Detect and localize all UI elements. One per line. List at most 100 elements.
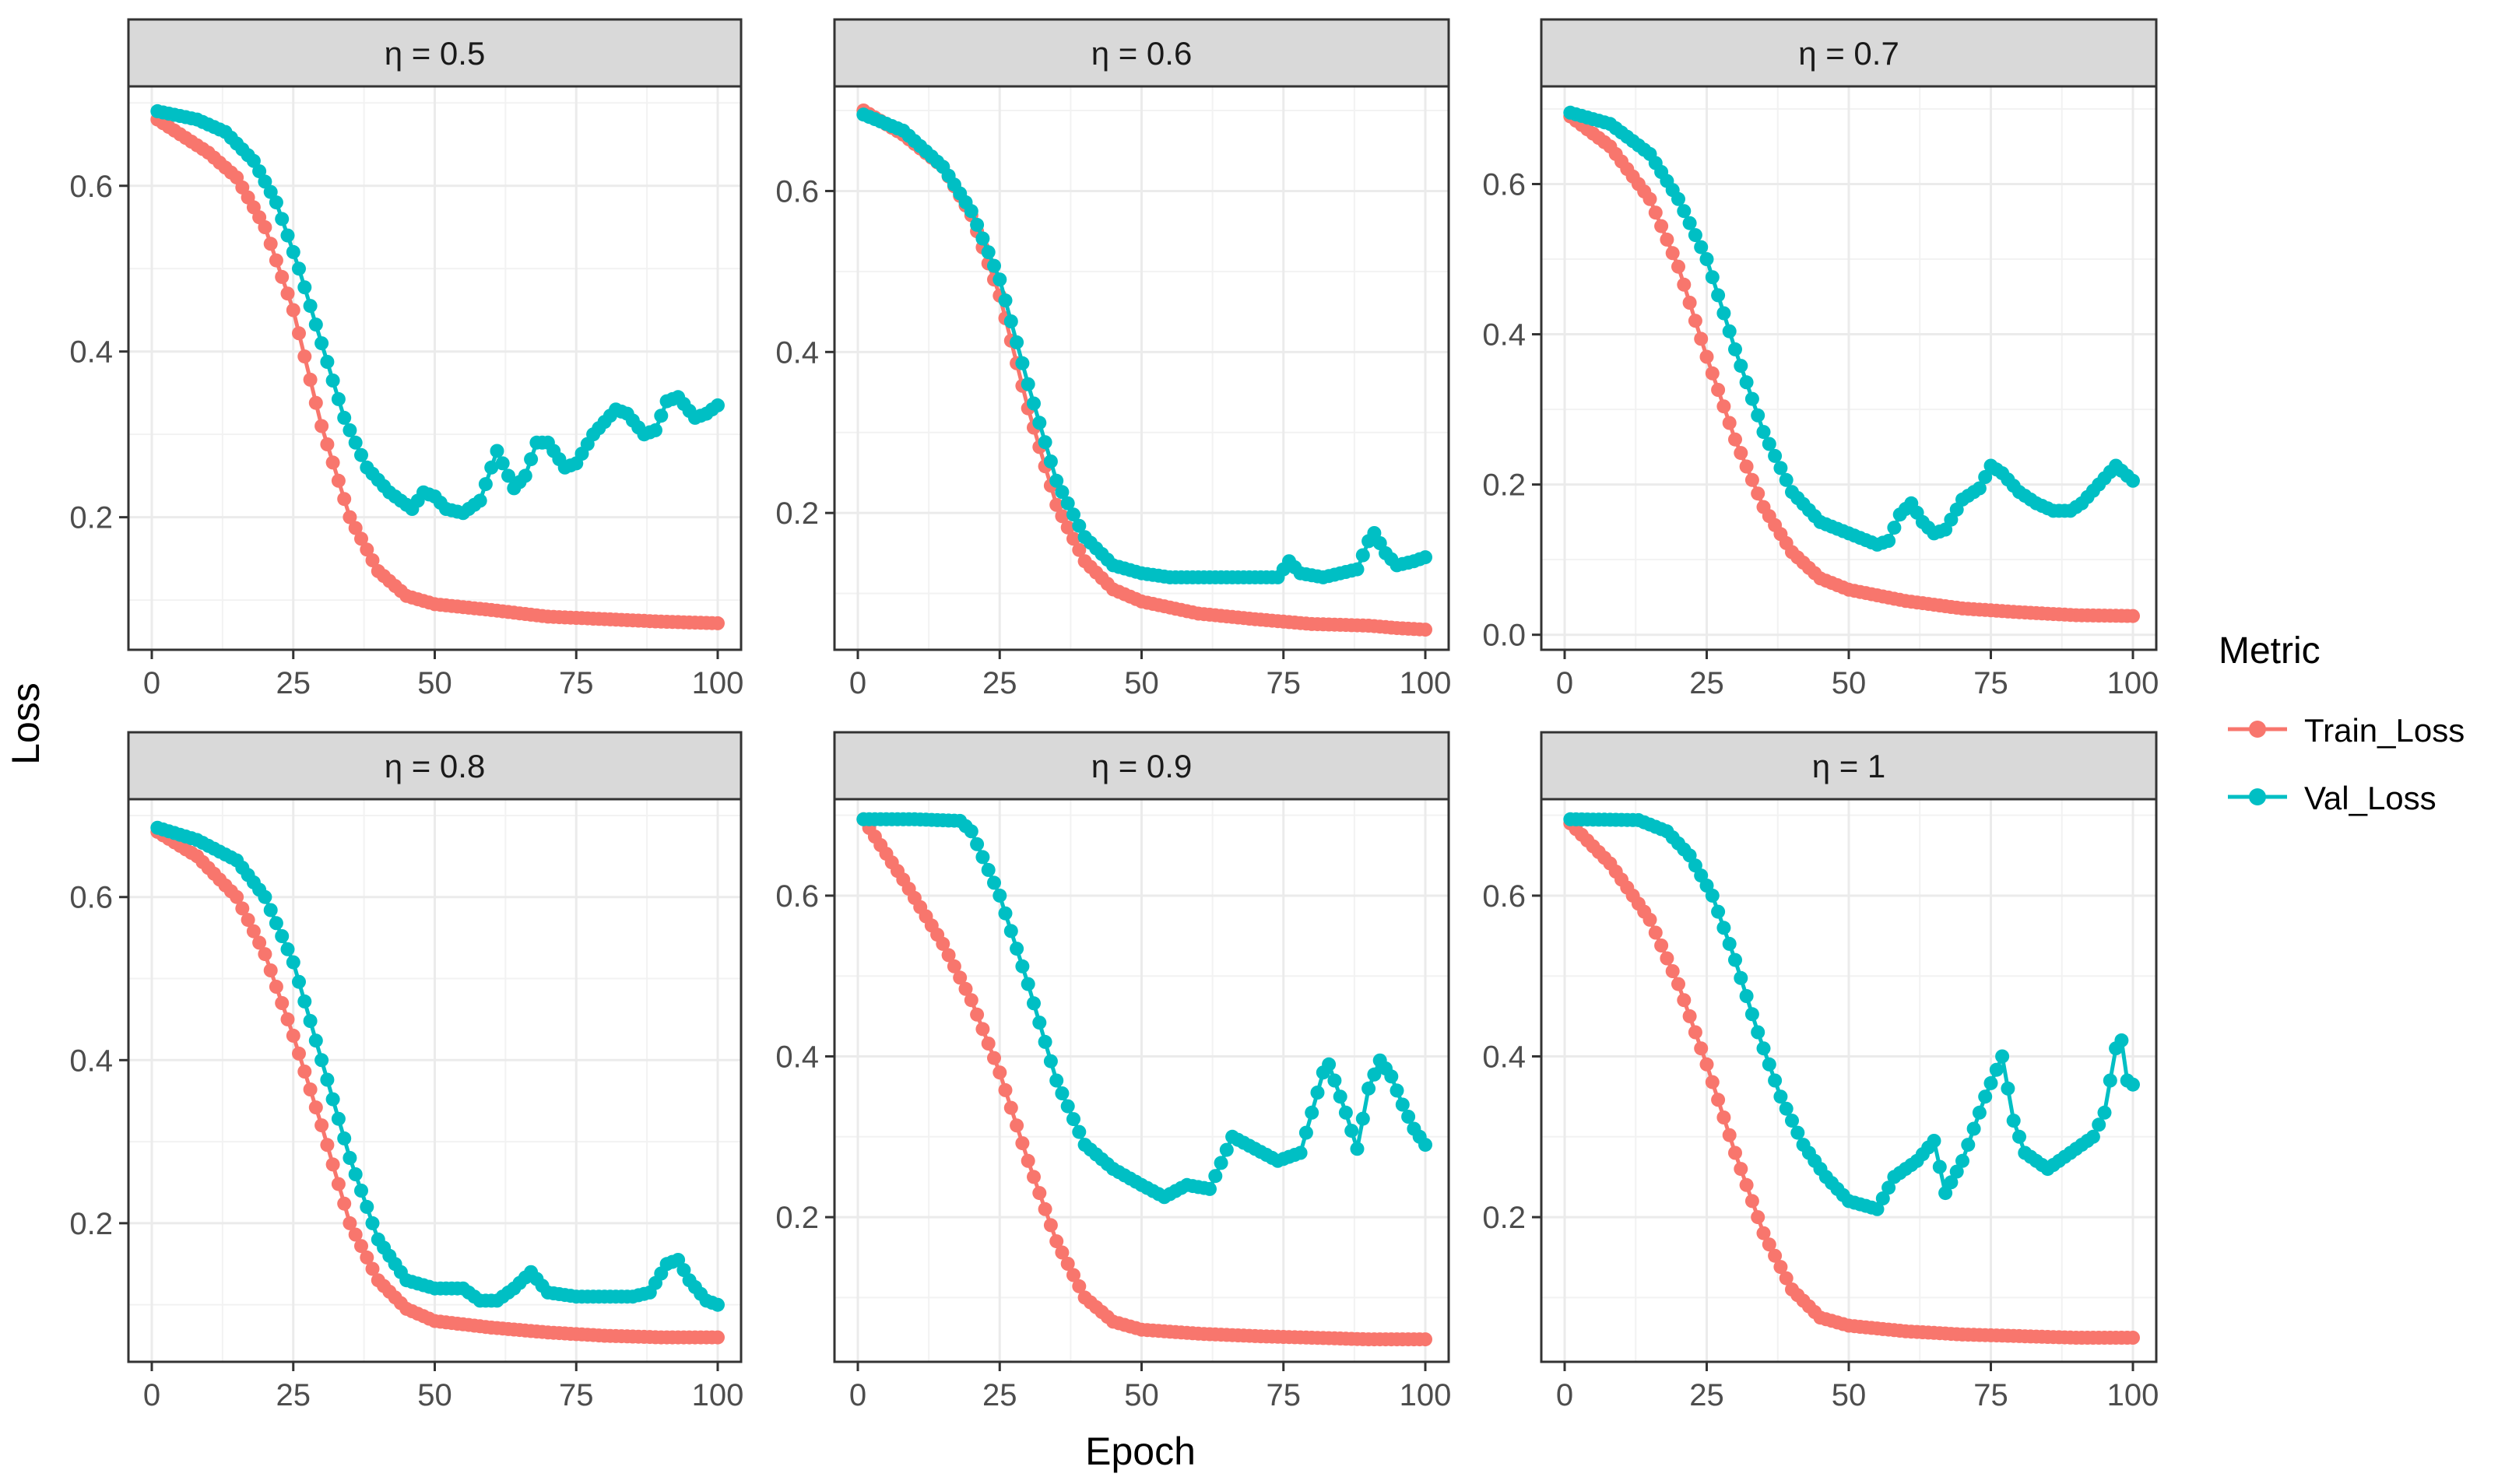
data-point-val-loss	[1010, 335, 1024, 349]
data-point-train-loss	[958, 981, 973, 996]
data-point-val-loss	[676, 1263, 691, 1278]
data-point-train-loss	[1055, 509, 1070, 524]
data-point-train-loss	[964, 993, 978, 1008]
data-point-val-loss	[1881, 1181, 1896, 1195]
data-point-val-loss	[1015, 959, 1030, 974]
data-point-train-loss	[1654, 219, 1669, 233]
data-point-train-loss	[246, 924, 261, 938]
data-point-val-loss	[1739, 375, 1754, 390]
y-tick-label: 0.2	[1482, 1201, 1526, 1235]
legend-keys	[2228, 721, 2287, 805]
data-point-val-loss	[314, 1053, 329, 1068]
data-point-val-loss	[1010, 942, 1024, 956]
data-point-train-loss	[1734, 1162, 1748, 1177]
data-point-val-loss	[320, 355, 335, 369]
data-point-val-loss	[1694, 240, 1709, 254]
data-point-train-loss	[998, 1082, 1013, 1097]
y-tick-label: 0.6	[775, 879, 819, 914]
data-point-val-loss	[524, 452, 539, 467]
data-point-train-loss	[1072, 1279, 1087, 1293]
legend-title: Metric	[2219, 630, 2321, 672]
x-tick-label: 50	[417, 1378, 452, 1412]
data-point-val-loss	[246, 153, 261, 168]
data-point-train-loss	[1418, 623, 1432, 637]
data-point-val-loss	[1927, 1134, 1941, 1148]
panel-strip-title: η = 0.9	[1091, 748, 1193, 784]
data-point-val-loss	[1978, 1089, 1993, 1104]
data-point-train-loss	[1038, 1202, 1052, 1216]
data-point-train-loss	[1711, 1093, 1726, 1107]
data-point-val-loss	[964, 204, 978, 219]
data-point-train-loss	[941, 948, 956, 963]
data-point-val-loss	[993, 888, 1007, 903]
data-point-train-loss	[953, 970, 968, 985]
panel-strip	[833, 18, 1450, 88]
data-point-train-loss	[936, 936, 950, 951]
x-tick-label: 25	[1689, 666, 1724, 700]
data-point-val-loss	[297, 280, 312, 295]
data-point-val-loss	[286, 955, 300, 970]
data-point-train-loss	[365, 553, 380, 567]
data-point-val-loss	[2126, 473, 2140, 488]
x-tick-label: 25	[982, 666, 1017, 700]
data-point-val-loss	[1688, 228, 1702, 243]
data-point-train-loss	[314, 1118, 329, 1133]
data-point-train-loss	[1648, 925, 1663, 940]
data-point-train-loss	[711, 1330, 725, 1345]
data-point-val-loss	[275, 212, 290, 226]
data-point-train-loss	[1739, 459, 1754, 474]
data-point-val-loss	[2103, 1073, 2117, 1088]
data-point-train-loss	[1728, 432, 1742, 447]
data-point-val-loss	[1983, 1075, 1998, 1090]
data-point-train-loss	[993, 1065, 1007, 1080]
data-point-train-loss	[275, 996, 290, 1010]
data-point-val-loss	[1790, 1125, 1805, 1140]
data-point-val-loss	[1021, 377, 1035, 391]
x-tick-label: 75	[1267, 666, 1302, 700]
data-point-train-loss	[1728, 1145, 1742, 1160]
data-point-train-loss	[263, 237, 278, 251]
data-point-val-loss	[1682, 216, 1697, 230]
x-tick-label: 25	[276, 666, 311, 700]
data-point-train-loss	[1739, 1177, 1754, 1192]
y-tick-label: 0.6	[69, 881, 113, 915]
data-point-val-loss	[354, 1184, 368, 1198]
data-point-val-loss	[1932, 1159, 1947, 1174]
data-point-train-loss	[286, 1028, 300, 1043]
data-point-val-loss	[1711, 288, 1726, 303]
x-tick-label: 0	[143, 1378, 160, 1412]
data-point-val-loss	[1367, 1067, 1382, 1082]
data-point-train-loss	[325, 1157, 340, 1172]
data-point-val-loss	[2012, 1129, 2026, 1144]
x-tick-label: 0	[143, 666, 160, 700]
panel-strip-title: η = 0.8	[385, 748, 486, 784]
data-point-val-loss	[263, 184, 278, 199]
data-point-val-loss	[964, 824, 978, 839]
data-point-val-loss	[1310, 1086, 1325, 1100]
data-point-train-loss	[263, 963, 278, 977]
data-point-train-loss	[269, 253, 283, 268]
series-val-loss	[856, 107, 1432, 584]
data-point-train-loss	[297, 1065, 312, 1079]
data-point-val-loss	[1027, 996, 1041, 1011]
data-point-val-loss	[263, 903, 278, 917]
data-point-train-loss	[1049, 1234, 1064, 1249]
data-point-train-loss	[1751, 486, 1765, 501]
data-point-val-loss	[1038, 1034, 1052, 1049]
series-val-loss	[1563, 812, 2140, 1216]
data-point-train-loss	[308, 1100, 323, 1115]
data-point-train-loss	[269, 980, 283, 994]
data-point-train-loss	[337, 1196, 352, 1211]
data-point-val-loss	[343, 423, 357, 437]
data-point-val-loss	[258, 174, 272, 189]
data-point-train-loss	[303, 1082, 318, 1096]
data-point-val-loss	[1032, 416, 1047, 430]
data-point-val-loss	[331, 1111, 346, 1126]
data-point-train-loss	[348, 1227, 363, 1242]
x-tick-label: 100	[2107, 1378, 2159, 1412]
data-point-train-loss	[1682, 296, 1697, 310]
data-point-train-loss	[1751, 1210, 1765, 1225]
data-point-train-loss	[308, 395, 323, 410]
data-point-train-loss	[297, 349, 312, 364]
